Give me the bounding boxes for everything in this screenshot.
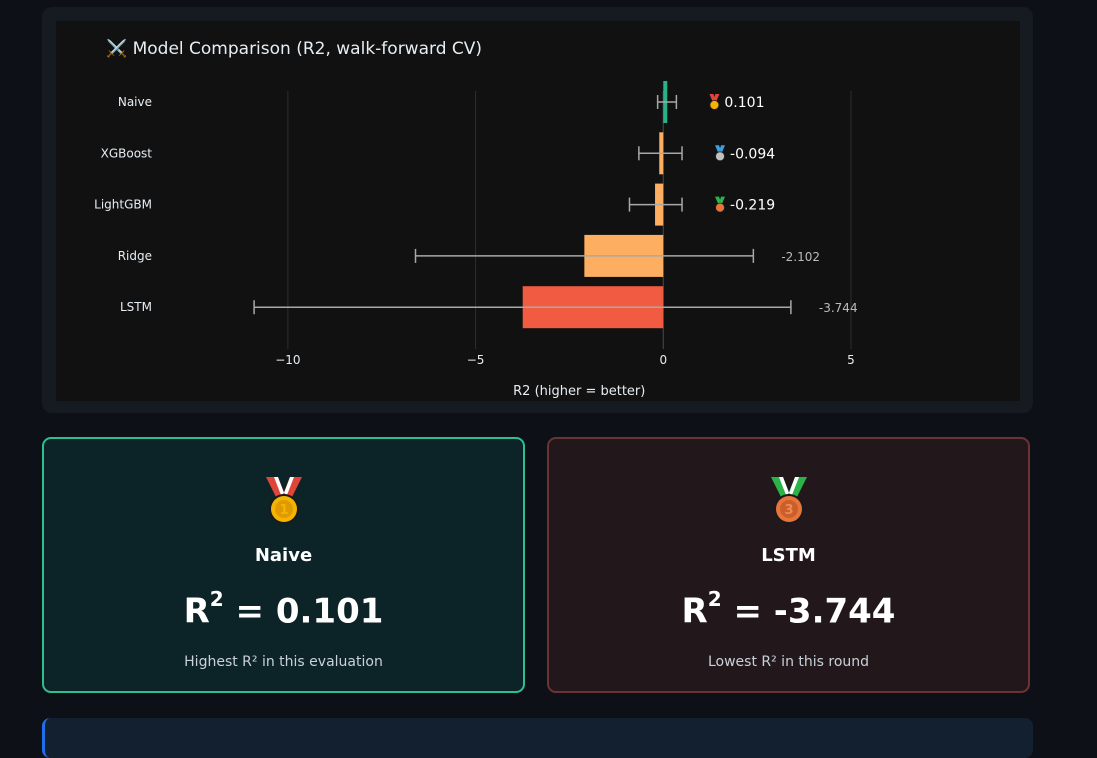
chart-title-text: Model Comparison (R2, walk-forward CV) [132,39,483,59]
value-label: -2.102 [781,250,820,264]
r-superscript: 2 [707,587,722,611]
value-label: -3.744 [819,301,858,315]
best-value-text: = 0.101 [235,591,384,632]
next-section-card [42,718,1033,758]
best-model-caption: Highest R² in this evaluation [184,654,383,670]
silver-medal-ribbon [719,145,726,153]
best-model-card: 1 Naive R2 = 0.101 Highest R² in this ev… [42,437,525,693]
crossed-swords-icon: ⚔️ [106,39,128,59]
x-tick-label: 5 [847,353,855,367]
svg-text:1: 1 [279,503,288,518]
model-comparison-card: ⚔️ Model Comparison (R2, walk-forward CV… [42,7,1033,413]
category-label: Ridge [118,249,152,263]
r-symbol: R [681,591,708,632]
x-axis-label: R2 (higher = better) [513,384,645,399]
gold-medal-icon [709,100,720,110]
worst-model-caption: Lowest R² in this round [707,654,870,670]
gold-medal-icon: 1 [265,477,302,524]
value-label: -0.094 [730,146,775,162]
worst-value-text: = -3.744 [733,591,896,632]
svg-text:3: 3 [784,503,793,518]
x-tick-label: −5 [467,353,485,367]
worst-model-name: LSTM [761,545,816,566]
bronze-medal-ribbon [719,196,726,204]
gold-medal-ribbon [713,94,720,101]
r-symbol: R [183,591,210,632]
category-label: LightGBM [94,198,152,212]
x-tick-label: 0 [659,353,667,367]
category-label: XGBoost [101,146,153,160]
x-tick-label: −10 [275,353,300,367]
category-label: Naive [118,95,152,109]
value-label: -0.219 [730,198,775,214]
worst-model-r2: R2 = -3.744 [549,587,1028,632]
chart-title: ⚔️ Model Comparison (R2, walk-forward CV… [106,39,482,59]
silver-medal-icon [715,151,725,162]
best-model-r2: R2 = 0.101 [44,587,523,632]
best-model-name: Naive [254,545,313,566]
bar-chart[interactable]: −10 −5 0 5 R2 (higher = better) Naive 0.101 XGB… [56,21,1020,401]
worst-model-card: 3 LSTM R2 = -3.744 Lowest R² in this rou… [547,437,1030,693]
bronze-medal-icon: 3 [770,477,807,524]
value-label: 0.101 [724,95,764,111]
category-label: LSTM [120,300,152,314]
r-superscript: 2 [209,587,224,611]
chart-plot-area: ⚔️ Model Comparison (R2, walk-forward CV… [56,21,1020,401]
bronze-medal-icon [715,202,725,213]
